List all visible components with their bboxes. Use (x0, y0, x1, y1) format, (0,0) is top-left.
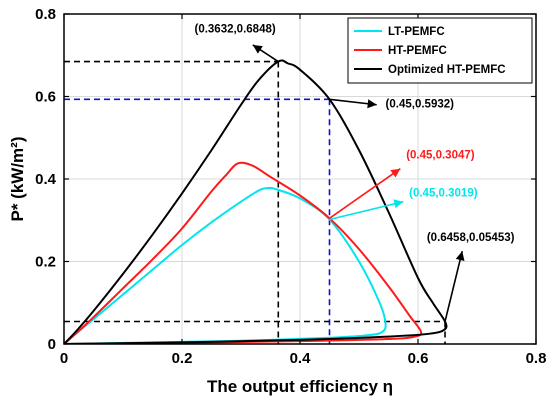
y-tick-label: 0.4 (35, 171, 57, 188)
x-tick-label: 0.2 (172, 350, 193, 367)
reference-lines (64, 60, 446, 344)
y-tick-label: 0.8 (35, 6, 56, 23)
x-tick-label: 0 (60, 350, 68, 367)
annotation-arrow-head (393, 199, 404, 209)
annotation-arrow-head (455, 251, 465, 261)
annotation-label: (0.45,0.5932) (386, 99, 455, 111)
annotation-label: (0.45,0.3047) (406, 149, 475, 161)
y-axis-label: P* (kW/m²) (8, 137, 27, 222)
axis-ticks: 0 0.2 0.4 0.6 0.8 0 0.2 0.4 0.6 0.8 (35, 6, 546, 367)
y-tick-label: 0 (48, 336, 56, 353)
x-axis-label: The output efficiency η (207, 377, 393, 396)
annotation-arrow-shaft (329, 200, 404, 221)
legend-entry: LT-PEMFC (388, 26, 445, 38)
x-tick-label: 0.4 (290, 350, 312, 367)
annotation-arrow-head (367, 99, 377, 109)
y-tick-label: 0.6 (35, 89, 56, 106)
x-tick-label: 0.6 (408, 350, 429, 367)
legend-entry: HT-PEMFC (388, 45, 447, 57)
annotation-arrow-head (252, 44, 263, 54)
annotations: (0.3632,0.6848) (0.45,0.5932) (0.45,0.3047… (194, 24, 515, 322)
series-line-ht-pemfc (64, 161, 423, 344)
annotation-arrow-head (390, 168, 401, 178)
series-line-lt-pemfc (64, 186, 387, 344)
annotation-label: (0.3632,0.6848) (194, 24, 275, 36)
legend: LT-PEMFC HT-PEMFC Optimized HT-PEMFC (347, 17, 533, 84)
annotation-arrow-shaft (329, 168, 401, 219)
y-tick-label: 0.2 (35, 254, 56, 271)
annotation-label: (0.45,0.3019) (409, 187, 478, 199)
legend-entry: Optimized HT-PEMFC (388, 64, 506, 76)
x-tick-label: 0.8 (526, 350, 547, 367)
annotation-label: (0.6458,0.05453) (427, 232, 515, 244)
annotation-arrow-shaft (444, 250, 464, 322)
